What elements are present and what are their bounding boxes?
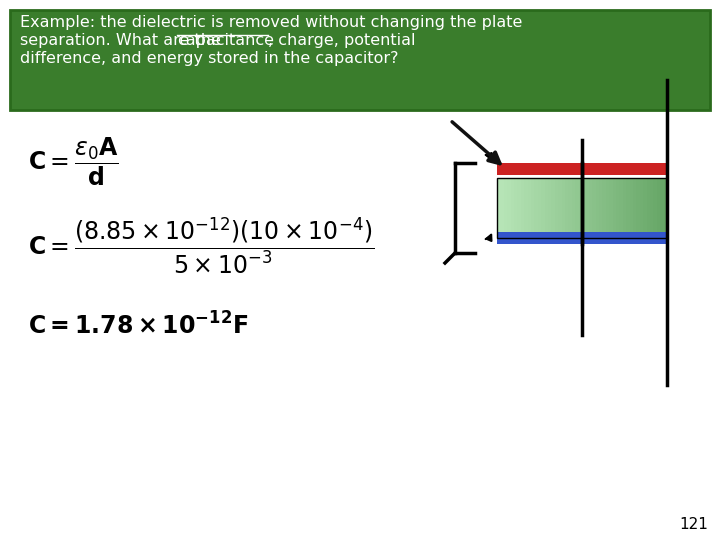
Bar <box>633 178 637 238</box>
Text: capacitance: capacitance <box>177 33 274 48</box>
Bar <box>507 178 511 238</box>
Bar <box>504 178 508 238</box>
Bar <box>643 178 647 238</box>
Bar <box>528 178 531 238</box>
Bar <box>599 178 603 238</box>
Bar <box>613 178 616 238</box>
Text: 121: 121 <box>679 517 708 532</box>
Bar <box>552 178 555 238</box>
Text: separation. What are the: separation. What are the <box>20 33 226 48</box>
Bar <box>497 163 667 175</box>
Bar <box>640 178 644 238</box>
Bar <box>595 178 600 238</box>
Text: $\mathbf{C} = \dfrac{(8.85\times10^{-12})(10\times10^{-4})}{5\times10^{-3}}$: $\mathbf{C} = \dfrac{(8.85\times10^{-12}… <box>28 215 374 276</box>
Bar <box>647 178 650 238</box>
Bar <box>579 178 582 238</box>
Bar <box>572 178 576 238</box>
Bar <box>636 178 640 238</box>
Bar <box>650 178 654 238</box>
Bar <box>534 178 539 238</box>
Bar <box>555 178 559 238</box>
Bar <box>657 178 661 238</box>
Bar <box>609 178 613 238</box>
Bar <box>10 10 710 110</box>
Bar <box>660 178 664 238</box>
Text: difference, and energy stored in the capacitor?: difference, and energy stored in the cap… <box>20 51 398 66</box>
Bar <box>524 178 528 238</box>
Bar <box>521 178 525 238</box>
Bar <box>626 178 630 238</box>
Bar <box>616 178 620 238</box>
Text: $\mathbf{C = 1.78\times10^{-12}F}$: $\mathbf{C = 1.78\times10^{-12}F}$ <box>28 312 248 339</box>
Bar <box>565 178 569 238</box>
Bar <box>510 178 515 238</box>
Bar <box>568 178 572 238</box>
Text: $\mathbf{C} = \dfrac{\varepsilon_0\mathbf{A}}{\mathbf{d}}$: $\mathbf{C} = \dfrac{\varepsilon_0\mathb… <box>28 135 119 187</box>
Bar <box>562 178 565 238</box>
Bar <box>531 178 535 238</box>
Bar <box>544 178 549 238</box>
Bar <box>575 178 579 238</box>
Text: Example: the dielectric is removed without changing the plate: Example: the dielectric is removed witho… <box>20 15 523 30</box>
Bar <box>585 178 589 238</box>
Bar <box>589 178 593 238</box>
Bar <box>518 178 521 238</box>
Bar <box>497 178 667 238</box>
Bar <box>664 178 667 238</box>
Bar <box>606 178 610 238</box>
Bar <box>629 178 634 238</box>
Bar <box>514 178 518 238</box>
Bar <box>593 178 596 238</box>
Bar <box>497 232 667 244</box>
Bar <box>548 178 552 238</box>
Bar <box>500 178 504 238</box>
Bar <box>623 178 626 238</box>
Bar <box>654 178 657 238</box>
Bar <box>603 178 606 238</box>
Bar <box>538 178 541 238</box>
Bar <box>497 178 501 238</box>
Text: , charge, potential: , charge, potential <box>268 33 415 48</box>
Bar <box>619 178 624 238</box>
Bar <box>541 178 545 238</box>
Bar <box>558 178 562 238</box>
Bar <box>582 178 586 238</box>
